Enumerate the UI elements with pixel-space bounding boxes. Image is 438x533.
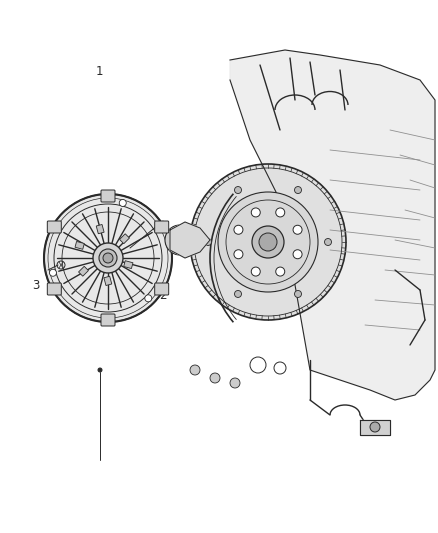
Circle shape xyxy=(165,225,195,255)
Polygon shape xyxy=(170,222,210,258)
Circle shape xyxy=(274,362,286,374)
Circle shape xyxy=(44,194,172,322)
FancyBboxPatch shape xyxy=(101,190,115,202)
Circle shape xyxy=(234,250,243,259)
Circle shape xyxy=(205,238,212,246)
Circle shape xyxy=(119,199,126,206)
Circle shape xyxy=(172,232,188,248)
FancyBboxPatch shape xyxy=(47,283,61,295)
Circle shape xyxy=(234,187,241,193)
Circle shape xyxy=(251,208,260,217)
Circle shape xyxy=(276,267,285,276)
Circle shape xyxy=(99,249,117,267)
Polygon shape xyxy=(360,420,390,435)
Circle shape xyxy=(230,378,240,388)
Circle shape xyxy=(93,243,123,273)
Text: 3: 3 xyxy=(32,279,39,292)
Circle shape xyxy=(190,164,346,320)
FancyBboxPatch shape xyxy=(47,221,61,233)
Bar xyxy=(96,224,104,234)
Circle shape xyxy=(293,250,302,259)
Bar xyxy=(78,266,88,276)
Circle shape xyxy=(234,290,241,297)
FancyBboxPatch shape xyxy=(155,221,169,233)
Circle shape xyxy=(294,187,301,193)
Bar xyxy=(124,261,133,269)
Circle shape xyxy=(234,225,243,235)
Circle shape xyxy=(210,373,220,383)
Bar xyxy=(104,276,112,286)
Circle shape xyxy=(49,269,57,276)
Polygon shape xyxy=(230,50,435,400)
Circle shape xyxy=(252,226,284,258)
Circle shape xyxy=(259,233,277,251)
Circle shape xyxy=(145,295,152,302)
FancyBboxPatch shape xyxy=(101,314,115,326)
Circle shape xyxy=(250,357,266,373)
Circle shape xyxy=(251,267,260,276)
Bar xyxy=(120,234,130,244)
Circle shape xyxy=(325,238,332,246)
Text: 2: 2 xyxy=(159,289,167,302)
FancyBboxPatch shape xyxy=(155,283,169,295)
Text: 1: 1 xyxy=(96,66,104,78)
Circle shape xyxy=(276,208,285,217)
Circle shape xyxy=(103,253,113,263)
Circle shape xyxy=(294,290,301,297)
Bar xyxy=(75,241,84,249)
Circle shape xyxy=(293,225,302,235)
Circle shape xyxy=(218,192,318,292)
Circle shape xyxy=(370,422,380,432)
Circle shape xyxy=(190,365,200,375)
Circle shape xyxy=(98,368,102,372)
